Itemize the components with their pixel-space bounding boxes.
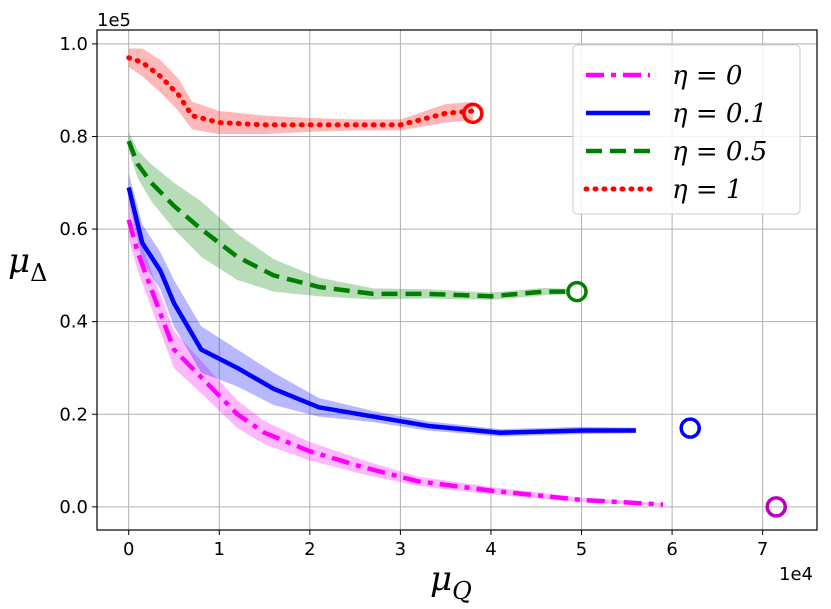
endpoint-marker-series-1 xyxy=(679,417,701,439)
plot-frame xyxy=(96,29,818,531)
x-tick-label: 6 xyxy=(666,539,677,560)
x-tick-label: 7 xyxy=(757,539,768,560)
x-tick-label: 2 xyxy=(304,539,315,560)
legend-box xyxy=(572,44,801,215)
x-axis-label-sub: Q xyxy=(452,577,472,605)
x-axis-label-main: μ xyxy=(430,559,452,599)
y-tick-label: 0.2 xyxy=(59,404,88,425)
line-series-2 xyxy=(126,140,568,299)
band-series-3 xyxy=(128,48,473,135)
confidence-bands xyxy=(128,48,664,506)
y-axis-label-main: μ xyxy=(8,241,30,281)
x-tick-label: 0 xyxy=(123,539,134,560)
line-series-1 xyxy=(126,186,636,436)
y-tick-label: 1.0 xyxy=(59,34,88,55)
x-axis-label: μQ xyxy=(430,559,472,605)
axis-ticks: 0 1 2 3 4 5 6 7 0.0 0.2 0.4 0.6 0.8 1.0 xyxy=(59,34,768,560)
band-series-0 xyxy=(128,201,664,506)
legend: η = 0 η = 0.1 η = 0.5 η = 1 xyxy=(572,44,801,215)
legend-label-series-0: η = 0 xyxy=(672,61,742,91)
y-tick-label: 0.8 xyxy=(59,126,88,147)
legend-label-series-2: η = 0.5 xyxy=(672,137,767,167)
endpoint-marker-series-3 xyxy=(462,102,484,125)
endpoint-marker-series-0 xyxy=(765,496,787,518)
x-tick-label: 1 xyxy=(214,539,225,560)
endpoint-markers xyxy=(462,102,787,518)
y-tick-label: 0.6 xyxy=(59,219,88,240)
x-tick-label: 4 xyxy=(485,539,496,560)
y-axis-label: μΔ xyxy=(8,241,47,287)
y-axis-label-sub: Δ xyxy=(30,259,47,287)
y-axis-offset-label: 1e5 xyxy=(97,10,131,31)
band-series-1 xyxy=(128,173,636,437)
legend-label-series-1: η = 0.1 xyxy=(672,99,767,129)
series-lines xyxy=(126,55,664,507)
y-tick-label: 0.0 xyxy=(59,497,88,518)
x-tick-label: 3 xyxy=(395,539,406,560)
line-series-3 xyxy=(126,55,476,128)
x-tick-label: 5 xyxy=(576,539,587,560)
endpoint-marker-series-2 xyxy=(566,280,588,303)
line-series-0 xyxy=(126,219,664,507)
x-axis-offset-label: 1e4 xyxy=(779,564,813,585)
legend-label-series-3: η = 1 xyxy=(672,175,742,205)
y-tick-label: 0.4 xyxy=(59,312,88,333)
band-series-2 xyxy=(128,131,568,300)
